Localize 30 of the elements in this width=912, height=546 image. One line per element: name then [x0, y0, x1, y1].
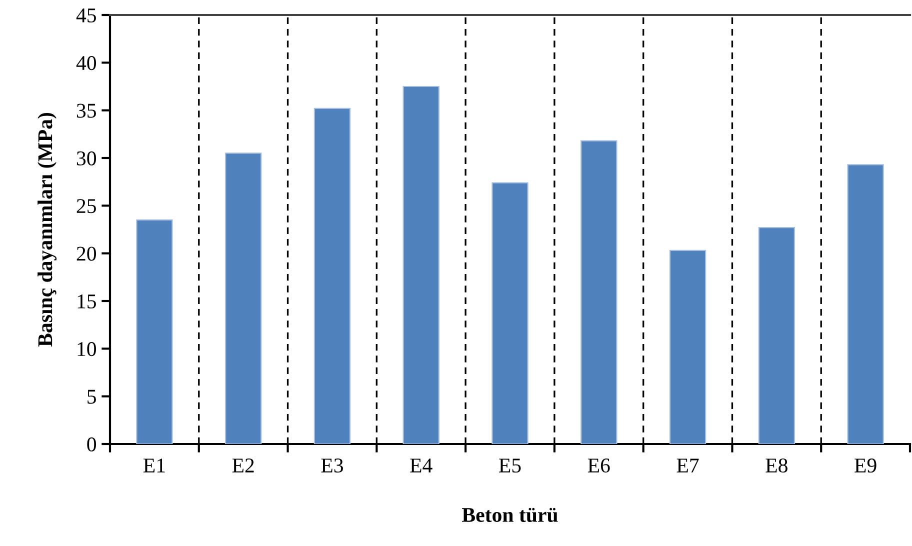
bar — [136, 219, 173, 444]
x-tick-label: E8 — [766, 458, 788, 473]
y-tick-label: 20 — [76, 246, 96, 261]
x-axis-title: Beton türü — [462, 508, 558, 522]
y-tick-label: 25 — [76, 199, 96, 214]
x-tick-label: E3 — [321, 458, 343, 473]
x-tick-label: E2 — [232, 458, 254, 472]
bar — [492, 182, 528, 444]
y-tick-label: 5 — [88, 390, 96, 404]
y-tick-label: 10 — [78, 342, 96, 356]
x-tick-label: E1 — [143, 458, 165, 472]
x-tick-label: E6 — [588, 458, 610, 473]
y-tick-label: 40 — [76, 56, 96, 70]
x-tick-label: E4 — [410, 458, 432, 472]
bar — [402, 86, 440, 444]
x-tick-label: E9 — [854, 458, 876, 473]
y-axis-title: Basınç dayanımları (MPa) — [38, 112, 57, 347]
bar — [669, 250, 706, 444]
x-tick-label: E5 — [499, 458, 521, 473]
y-tick-label: 45 — [76, 8, 96, 22]
bar — [580, 140, 618, 444]
y-tick-label: 15 — [78, 294, 96, 308]
bar — [758, 227, 795, 444]
bar — [225, 152, 262, 444]
bar — [314, 108, 351, 444]
x-tick-label: E7 — [676, 458, 699, 472]
y-tick-label: 30 — [76, 151, 96, 166]
bar — [847, 164, 884, 444]
y-tick-label: 35 — [76, 104, 96, 118]
y-tick-label: 0 — [87, 437, 96, 452]
